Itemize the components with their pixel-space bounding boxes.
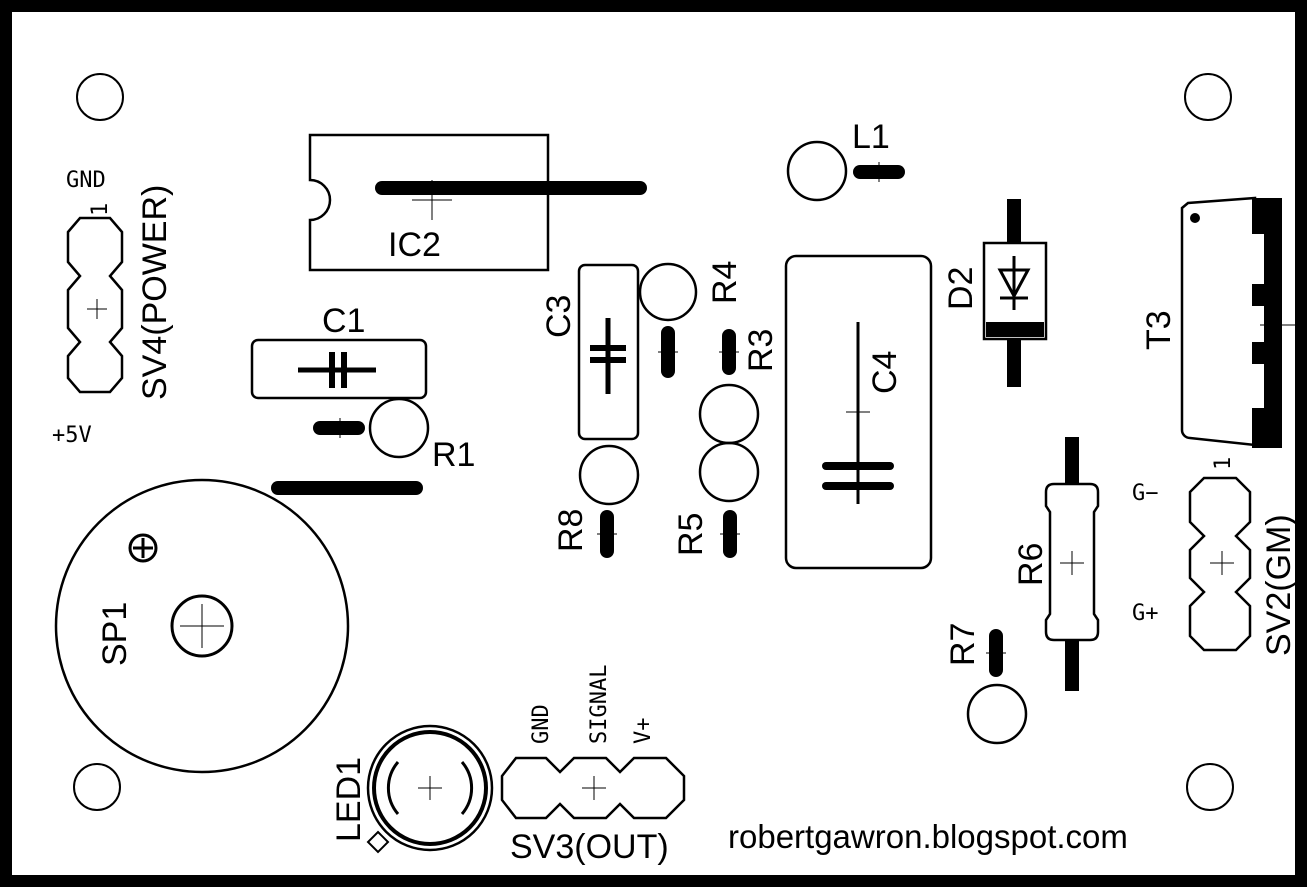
mounting-hole-top-right: [1184, 73, 1232, 121]
r8-ref: R8: [552, 509, 590, 552]
l1-inductor: L1: [786, 118, 905, 202]
mounting-hole-bottom-right: [1186, 763, 1234, 811]
r1-resistor: R1: [313, 397, 475, 474]
sp1-buzzer: SP1: [54, 478, 350, 774]
r6-resistor: R6: [1012, 437, 1100, 691]
sv3-pin-gnd: GND: [529, 704, 554, 744]
sv3-pin-signal: SIGNAL: [587, 665, 612, 744]
r3-ref: R3: [742, 329, 780, 372]
sv4-5v-label: +5V: [52, 423, 92, 448]
sv2-g-minus: G−: [1132, 481, 1159, 506]
t3-ref: T3: [1140, 310, 1178, 350]
r8-resistor: R8: [552, 444, 640, 558]
c1-capacitor: C1: [250, 302, 428, 400]
c3-capacitor: C3: [540, 263, 640, 441]
sv3-ref: SV3(OUT): [510, 828, 669, 866]
ic2-ref: IC2: [388, 226, 441, 264]
r4-resistor: R4: [638, 261, 744, 378]
led1-ref: LED1: [330, 757, 368, 842]
sp1-plus-icon: [128, 533, 158, 563]
sv2-pin1-label: 1: [1211, 457, 1236, 470]
c4-ref: C4: [866, 351, 904, 394]
r5-resistor: R5: [672, 441, 760, 558]
r5-ref: R5: [672, 513, 710, 556]
sv4-power-header: GND +5V 1 SV4(POWER): [52, 168, 174, 448]
sv4-ref: SV4(POWER): [136, 185, 174, 400]
r7-ref: R7: [944, 623, 982, 666]
mounting-hole-top-left: [76, 73, 124, 121]
sv2-g-plus: G+: [1132, 601, 1159, 626]
r4-ref: R4: [706, 261, 744, 304]
c3-ref: C3: [540, 295, 578, 338]
sv4-pin1-label: 1: [88, 203, 113, 216]
sv3-out-header: GND SIGNAL V+ SV3(OUT): [500, 665, 686, 866]
c1-ref: C1: [322, 302, 365, 340]
sv3-pin-vplus: V+: [631, 718, 656, 745]
sv2-ref: SV2(GM): [1260, 514, 1298, 656]
d2-diode: D2: [942, 199, 1048, 387]
c4-capacitor: C4: [784, 254, 933, 570]
mounting-hole-bottom-left: [73, 763, 121, 811]
r6-ref: R6: [1012, 543, 1050, 586]
r7-resistor: R7: [944, 623, 1028, 745]
d2-ref: D2: [942, 267, 980, 310]
t3-transistor: T3: [1140, 196, 1305, 448]
led1: LED1: [330, 724, 494, 854]
mounting-holes: [73, 73, 1234, 811]
l1-ref: L1: [852, 118, 890, 156]
r1-ref: R1: [432, 436, 475, 474]
led1-pin-marker: [366, 830, 390, 854]
sv2-gm-header: G− G+ 1 SV2(GM): [1132, 457, 1298, 656]
sv4-gnd-label: GND: [66, 168, 106, 193]
ic2-package: IC2: [308, 133, 647, 272]
blog-url: robertgawron.blogspot.com: [728, 818, 1128, 855]
sp1-ref: SP1: [96, 602, 134, 666]
